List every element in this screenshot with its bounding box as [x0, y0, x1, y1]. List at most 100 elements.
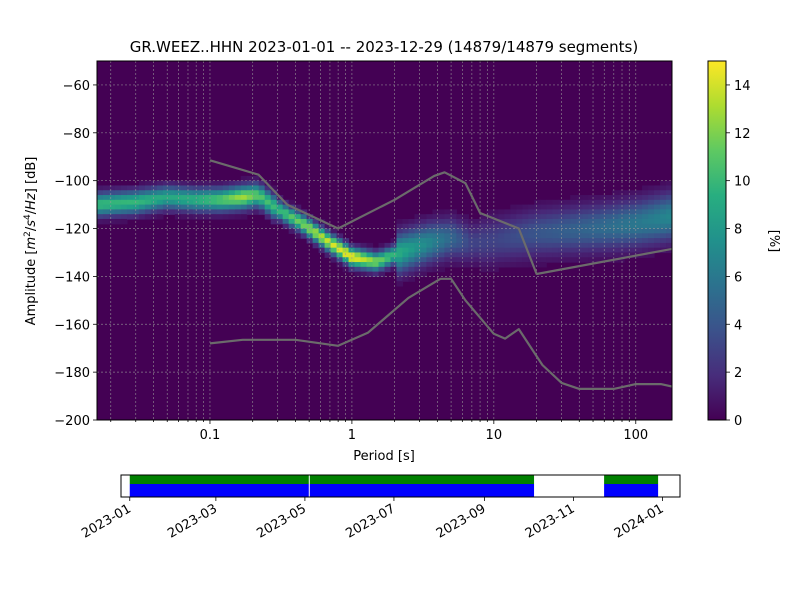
heatmap-cell	[138, 185, 146, 191]
heatmap-panel: 0.1 1 10 100 −60 −80 −100 −120 −140 −160 −180 −200	[54, 60, 673, 443]
heatmap-cell	[558, 257, 565, 263]
heatmap-cell	[414, 228, 422, 234]
heatmap-cell	[462, 238, 469, 244]
heatmap-cell	[240, 199, 248, 206]
heatmap-cell	[402, 276, 410, 282]
heatmap-cell	[630, 199, 637, 206]
heatmap-cell	[360, 257, 368, 263]
heatmap-cell	[420, 252, 428, 258]
heatmap-cell	[282, 214, 290, 220]
heatmap-cell	[474, 262, 481, 268]
heatmap-cell	[222, 199, 230, 206]
heatmap-cell	[516, 218, 523, 225]
available-data-bar	[604, 484, 659, 497]
heatmap-cell	[324, 252, 332, 258]
heatmap-cell	[618, 233, 625, 239]
heatmap-cell	[402, 262, 410, 268]
heatmap-cell	[648, 190, 655, 196]
heatmap-cell	[534, 257, 541, 263]
heatmap-cell	[372, 257, 380, 263]
heatmap-cell	[480, 262, 487, 268]
heatmap-cell	[552, 228, 559, 234]
heatmap-cell	[552, 209, 559, 215]
x-axis: 0.1 1 10 100	[110, 420, 648, 443]
heatmap-cell	[474, 223, 481, 230]
heatmap-cell	[618, 252, 625, 258]
heatmap-cell	[666, 214, 672, 220]
heatmap-cell	[180, 199, 188, 206]
heatmap-cell	[612, 238, 619, 244]
heatmap-cell	[588, 218, 595, 225]
heatmap-cell	[504, 223, 511, 230]
heatmap-cell	[558, 204, 565, 210]
heatmap-cell	[156, 214, 164, 220]
heatmap-cell	[534, 214, 541, 220]
heatmap-cell	[462, 257, 469, 263]
heatmap-cell	[540, 214, 547, 220]
heatmap-cell	[180, 204, 188, 210]
heatmap-cell	[222, 214, 230, 220]
heatmap-cell	[432, 252, 440, 258]
heatmap-cell	[366, 252, 374, 258]
heatmap-cell	[654, 247, 661, 254]
heatmap-cell	[450, 218, 457, 225]
heatmap-cell	[666, 180, 672, 187]
heatmap-cell	[276, 209, 284, 215]
timeline-frame	[120, 474, 681, 498]
y-label-part-9: ] [dB]	[24, 157, 39, 194]
heatmap-cell	[150, 214, 158, 220]
heatmap-cell	[666, 209, 672, 215]
heatmap-cell	[354, 252, 362, 258]
y-tick-label: −80	[63, 127, 90, 142]
heatmap-cell	[564, 199, 571, 206]
heatmap-cell	[582, 247, 589, 254]
heatmap-cell	[138, 190, 146, 196]
heatmap-cell	[102, 214, 110, 220]
heatmap-cell	[522, 228, 529, 234]
heatmap-cell	[612, 195, 619, 201]
heatmap-cell	[666, 242, 672, 249]
heatmap-cell	[420, 242, 428, 249]
heatmap-cell	[432, 262, 440, 268]
heatmap-cell	[420, 247, 428, 254]
heatmap-cell	[492, 257, 499, 263]
heatmap-cell	[432, 257, 440, 263]
heatmap-cell	[510, 238, 517, 244]
heatmap-cell	[114, 204, 122, 210]
heatmap-cell	[606, 199, 613, 206]
heatmap-cell	[612, 199, 619, 206]
heatmap-cell	[468, 233, 475, 239]
heatmap-cell	[462, 233, 469, 239]
heatmap-cell	[180, 195, 188, 201]
heatmap-cell	[600, 218, 607, 225]
heatmap-cell	[354, 266, 362, 273]
heatmap-cell	[420, 262, 428, 268]
heatmap-cell	[594, 233, 601, 239]
heatmap-cell	[198, 204, 206, 210]
heatmap-cell	[564, 252, 571, 258]
heatmap-cell	[420, 266, 428, 273]
heatmap-cell	[600, 223, 607, 230]
heatmap-cell	[498, 228, 505, 234]
heatmap-cell	[270, 185, 278, 191]
heatmap-cell	[540, 257, 547, 263]
heatmap-cell	[576, 257, 583, 263]
heatmap-cell	[402, 266, 410, 273]
heatmap-cell	[564, 228, 571, 234]
heatmap-cell	[564, 214, 571, 220]
heatmap-cell	[456, 257, 463, 263]
heatmap-cell	[540, 242, 547, 249]
heatmap-cell	[97, 195, 104, 201]
heatmap-cell	[522, 238, 529, 244]
heatmap-cell	[108, 218, 116, 225]
heatmap-cell	[204, 180, 212, 187]
heatmap-cell	[420, 218, 428, 225]
heatmap-cell	[276, 218, 284, 225]
heatmap-cell	[120, 218, 128, 225]
heatmap-cell	[444, 247, 451, 254]
x-axis-label: Period [s]	[353, 449, 415, 464]
heatmap-cell	[192, 190, 200, 196]
heatmap-cell	[390, 257, 398, 263]
heatmap-cell	[336, 262, 344, 268]
colorbar-tick-label: 4	[734, 318, 742, 333]
